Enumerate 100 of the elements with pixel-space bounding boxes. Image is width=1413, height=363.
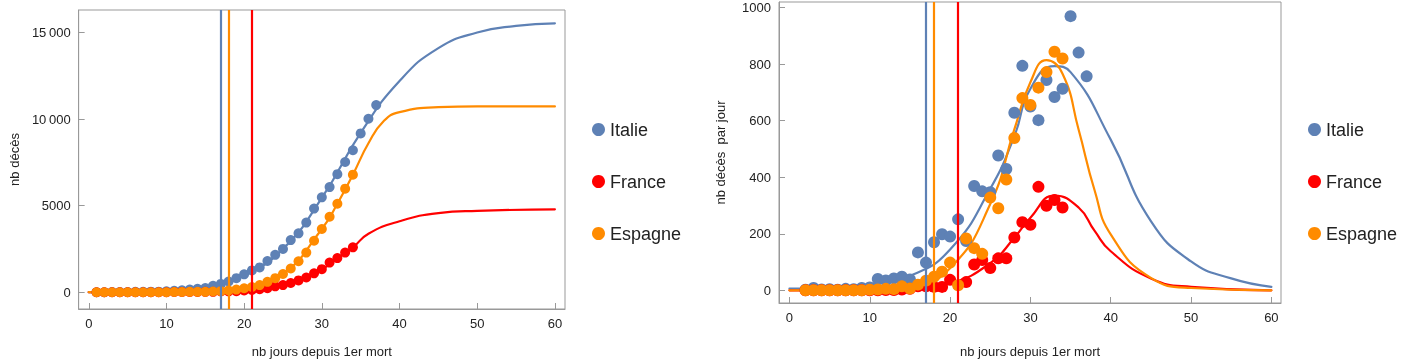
x-tick-label: 0: [785, 310, 794, 325]
point: [262, 256, 273, 267]
point: [1080, 70, 1093, 83]
point: [1040, 199, 1053, 212]
y-tick-label: 0: [763, 282, 771, 298]
x-tick-label: 10: [862, 310, 877, 325]
point: [1040, 66, 1053, 79]
point: [1016, 92, 1029, 105]
x-tick-label: 60: [1264, 310, 1279, 325]
point: [992, 149, 1005, 162]
y-tick-label: 600: [749, 113, 771, 129]
point: [316, 192, 327, 203]
point: [332, 169, 343, 180]
point: [301, 247, 312, 258]
point: [1056, 82, 1069, 95]
point: [1000, 173, 1013, 186]
point: [285, 278, 296, 289]
point: [347, 242, 358, 253]
x-axis-title: nb jours depuis 1er mort: [251, 344, 393, 359]
point: [301, 272, 312, 283]
point: [984, 261, 997, 274]
y-axis-title: nb décès: [7, 132, 22, 186]
x-tick-label: 30: [314, 316, 330, 331]
point: [936, 265, 949, 278]
point: [1064, 10, 1077, 23]
point: [944, 256, 957, 269]
point: [231, 273, 242, 284]
point: [1056, 52, 1069, 65]
point: [254, 262, 265, 273]
point: [944, 230, 957, 243]
y-tick-label: 400: [749, 169, 771, 185]
legend-label: Espagne: [610, 223, 682, 244]
point: [1008, 231, 1021, 244]
point: [1048, 194, 1061, 207]
point: [324, 211, 335, 222]
point: [1016, 59, 1029, 72]
point: [301, 217, 312, 228]
point: [1048, 90, 1061, 103]
x-axis-title: nb jours depuis 1er mort: [959, 344, 1101, 359]
legend-label: France: [610, 171, 667, 192]
y-tick-label: 200: [749, 226, 771, 242]
point: [316, 224, 327, 235]
point: [239, 269, 250, 280]
point: [1056, 201, 1069, 214]
point: [309, 203, 320, 214]
x-tick-label: 30: [1023, 310, 1038, 325]
y-tick-label: 15 000: [31, 25, 71, 41]
point: [270, 273, 281, 284]
legend-label: Italie: [1326, 119, 1365, 140]
point: [277, 243, 288, 254]
point: [293, 256, 304, 267]
y-tick-label: 0: [63, 284, 71, 300]
point: [340, 183, 351, 194]
point: [285, 263, 296, 274]
point: [277, 269, 288, 280]
point: [285, 235, 296, 246]
point: [363, 113, 374, 124]
y-tick-label: 1000: [742, 0, 771, 16]
point: [1048, 45, 1061, 58]
point: [293, 228, 304, 239]
point: [1032, 114, 1045, 127]
point: [371, 100, 382, 111]
point: [1008, 106, 1021, 119]
x-tick-label: 50: [469, 316, 485, 331]
point: [984, 191, 997, 204]
point: [347, 169, 358, 180]
legend-label: Italie: [610, 119, 649, 140]
point: [1072, 46, 1085, 59]
x-tick-label: 10: [159, 316, 174, 331]
x-tick-label: 60: [547, 316, 563, 331]
point: [340, 247, 351, 258]
point: [316, 264, 327, 275]
y-tick-label: 800: [749, 56, 771, 72]
x-tick-label: 20: [942, 310, 958, 325]
point: [1032, 81, 1045, 94]
x-tick-label: 0: [85, 316, 93, 331]
point: [968, 242, 981, 255]
point: [1032, 180, 1045, 193]
point: [1008, 131, 1021, 144]
point: [324, 257, 335, 268]
x-tick-label: 40: [392, 316, 407, 331]
point: [1024, 218, 1037, 231]
point: [968, 179, 981, 192]
legend-label: Espagne: [1326, 223, 1398, 244]
y-axis-title: nb décès par jour: [713, 99, 728, 205]
point: [1000, 163, 1013, 176]
point: [309, 268, 320, 279]
y-tick-label: 10 000: [31, 111, 71, 127]
point: [262, 276, 273, 287]
point: [332, 198, 343, 209]
point: [347, 145, 358, 156]
point: [324, 182, 335, 193]
x-tick-label: 50: [1183, 310, 1199, 325]
point: [270, 249, 281, 260]
point: [976, 247, 989, 260]
point: [309, 235, 320, 246]
legend-label: France: [1326, 171, 1383, 192]
point: [254, 280, 265, 291]
point: [355, 128, 366, 139]
point: [992, 202, 1005, 215]
